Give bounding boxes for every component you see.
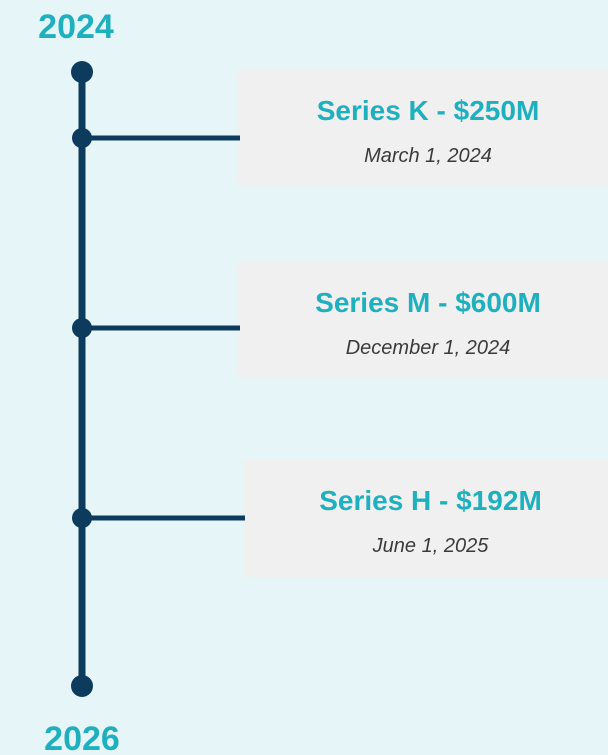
event-title: Series M - $600M xyxy=(315,287,541,318)
event-date: June 1, 2025 xyxy=(372,535,490,557)
event-card xyxy=(238,70,608,186)
start-year: 2024 xyxy=(38,8,114,46)
event-date: December 1, 2024 xyxy=(346,337,511,359)
event-card xyxy=(238,262,608,378)
end-year: 2026 xyxy=(44,720,120,755)
event-date: March 1, 2024 xyxy=(364,145,492,167)
event-title: Series K - $250M xyxy=(317,95,540,126)
axis-start-dot xyxy=(71,61,93,83)
event-card xyxy=(243,460,608,578)
events: Series K - $250M March 1, 2024 Series M - … xyxy=(72,70,608,578)
event-dot xyxy=(72,318,92,338)
axis-end-dot xyxy=(71,675,93,697)
event-title: Series H - $192M xyxy=(319,485,542,516)
event-dot xyxy=(72,128,92,148)
event-dot xyxy=(72,508,92,528)
